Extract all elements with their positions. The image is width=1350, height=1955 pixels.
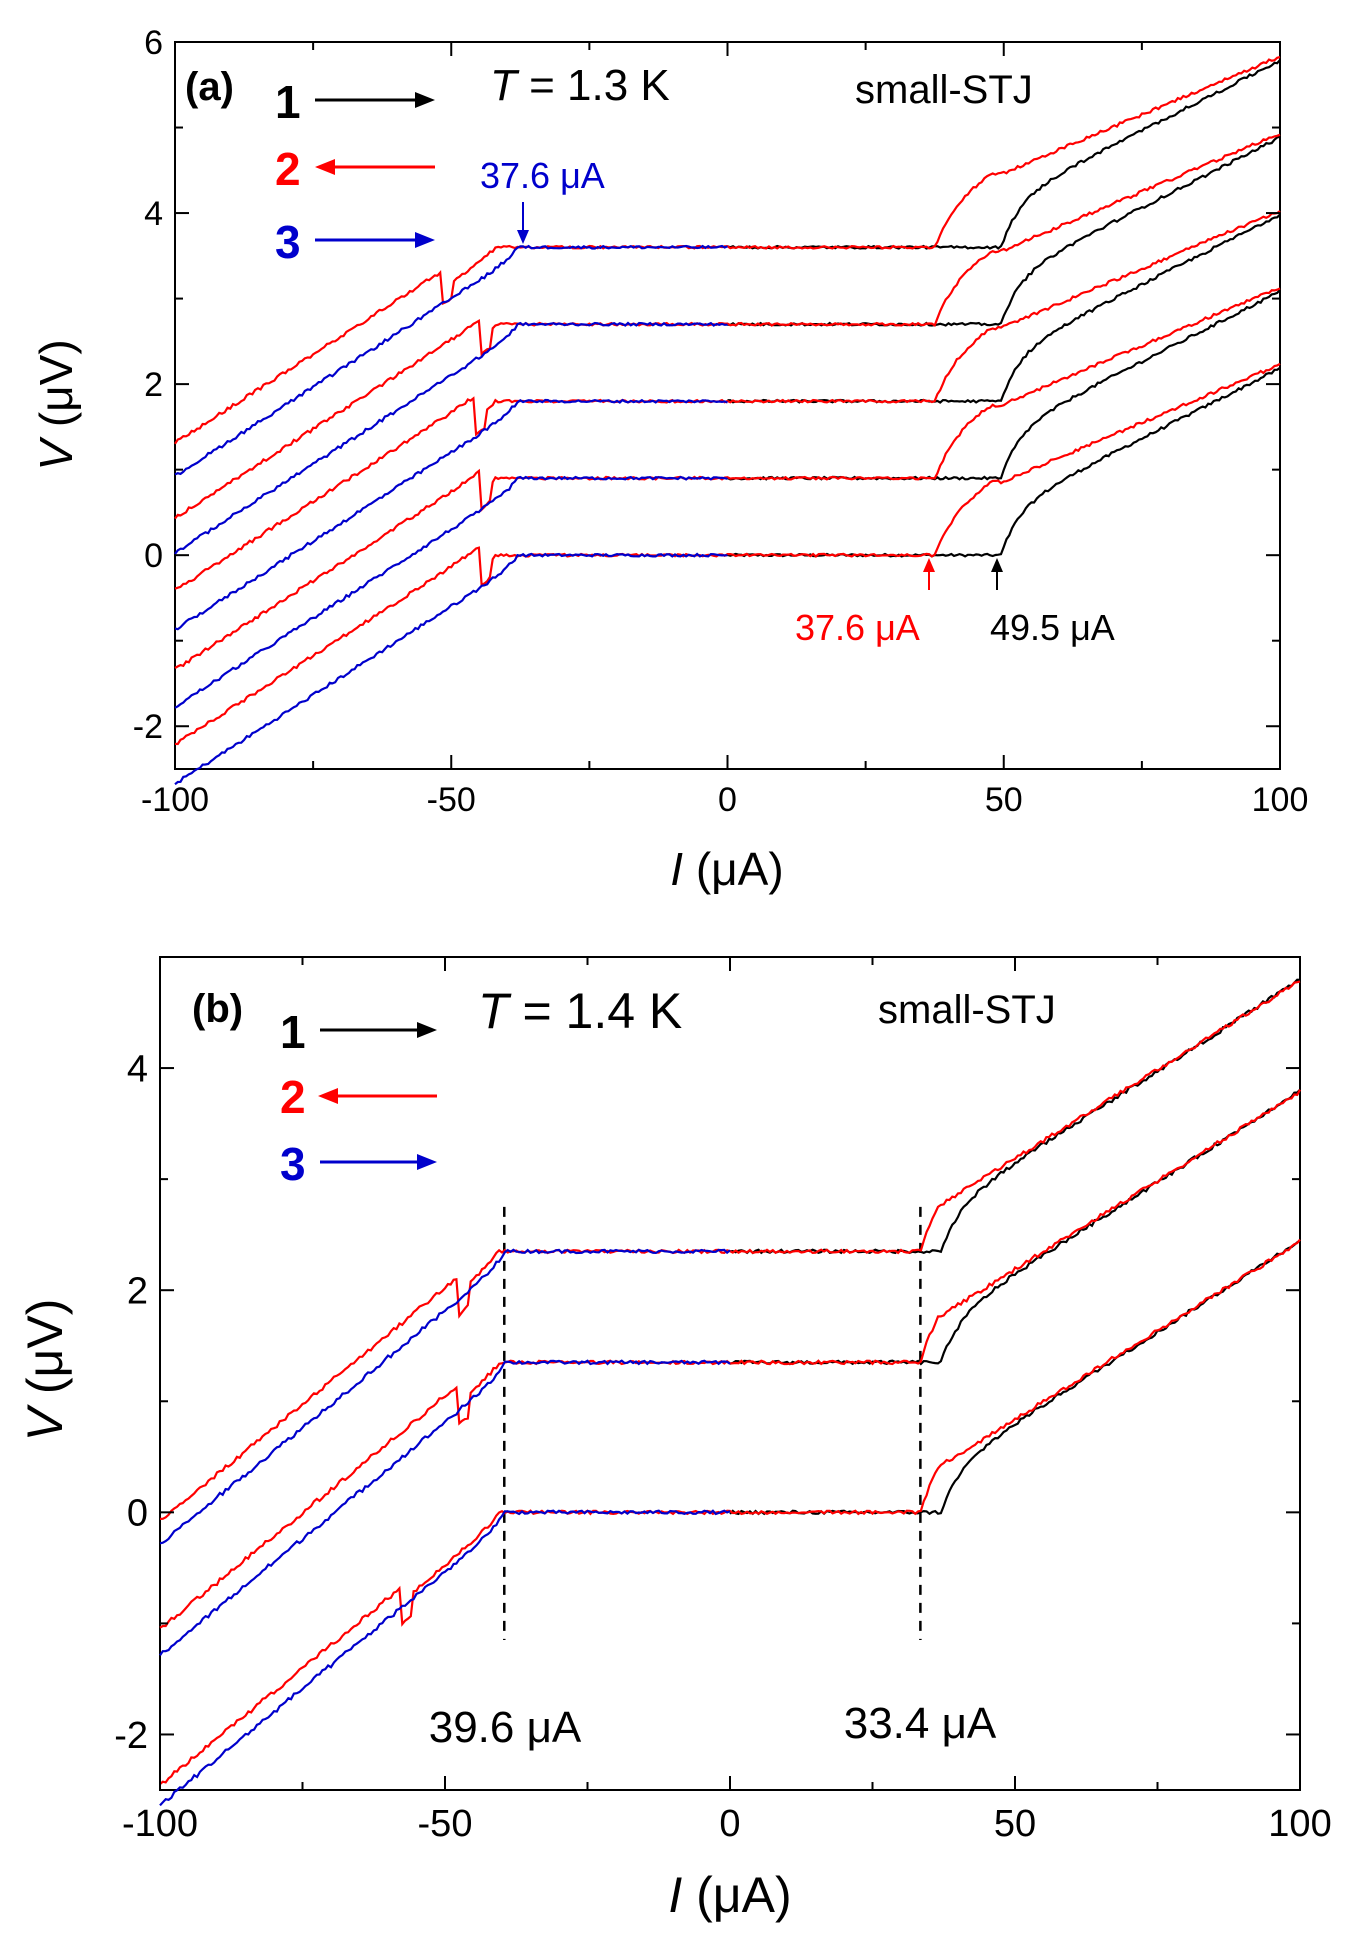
y-tick-label-a: 4 <box>144 195 163 233</box>
plot-frame-b <box>159 956 1301 1791</box>
y-axis-unit-a: (μV) <box>30 339 82 440</box>
y-tick-label-b: -2 <box>114 1715 148 1757</box>
series-2-curve-b <box>159 1089 1301 1629</box>
x-tick-label-a: 0 <box>718 781 737 819</box>
series-1-curve-b <box>729 1088 1301 1366</box>
right-arrow-icon <box>415 92 435 108</box>
left-arrow-icon <box>318 1088 338 1104</box>
series-2-curve-a <box>174 362 1281 746</box>
y-tick-label-a: 0 <box>144 537 163 575</box>
legend-item-3-a: 3 <box>275 216 301 268</box>
y-axis-label-b: V (μV) <box>17 1299 73 1442</box>
left-arrow-icon <box>315 159 335 175</box>
panel-b: -100 -50 0 50 100 -2 0 2 4 (b) T = 1.4 K small-S… <box>17 956 1332 1923</box>
y-tick-label-a: 2 <box>144 366 163 404</box>
series-3-curve-b <box>159 1359 731 1657</box>
series-3-curve-a <box>174 552 728 786</box>
x-axis-label-b: I (μA) <box>668 1867 791 1923</box>
x-tick-label-a: 100 <box>1252 781 1309 819</box>
title-b: T = 1.4 K <box>478 983 682 1039</box>
x-axis-unit-b: (μA) <box>682 1867 791 1923</box>
x-tick-label-b: -100 <box>122 1803 198 1845</box>
title-var-a: T <box>490 61 520 110</box>
x-axis-var-b: I <box>668 1867 682 1923</box>
series-2-curve-a <box>174 133 1281 520</box>
x-tick-label-a: -50 <box>427 781 476 819</box>
series-3-curve-a <box>174 321 728 555</box>
plot-frame-a <box>174 41 1281 770</box>
x-tick-label-a: 50 <box>985 781 1023 819</box>
x-tick-label-b: 50 <box>994 1803 1036 1845</box>
y-tick-label-b: 4 <box>127 1048 148 1090</box>
sample-label-b: small-STJ <box>878 988 1056 1032</box>
x-tick-label-b: -50 <box>418 1803 473 1845</box>
series-3-curve-b <box>159 1509 731 1807</box>
panel-a: -100 -50 0 50 100 -2 0 2 4 6 (a) T = 1.3 K small-… <box>30 24 1308 895</box>
series-1-curve-a <box>727 135 1281 327</box>
panel-label-b: (b) <box>192 987 243 1031</box>
y-axis-var-b: V <box>17 1403 73 1441</box>
y-tick-label-b: 0 <box>127 1493 148 1535</box>
title-rest-a: = 1.3 K <box>517 61 670 110</box>
series-2-curve-b <box>159 980 1301 1520</box>
series-2-curve-a <box>174 56 1281 445</box>
legend-a: 1 2 3 <box>275 76 435 268</box>
series-3-curve-a <box>174 398 728 631</box>
title-a: T = 1.3 K <box>490 61 670 110</box>
panel-label-a: (a) <box>185 65 234 109</box>
y-tick-label-a: 6 <box>144 24 163 62</box>
annotation-a-blue: 37.6 μA <box>480 155 605 196</box>
series-3-curve-a <box>174 475 728 709</box>
up-arrow-icon <box>991 558 1003 572</box>
series-2-curve-b <box>159 1238 1301 1786</box>
legend-item-2-b: 2 <box>280 1071 306 1123</box>
right-arrow-icon <box>415 232 435 248</box>
y-axis-unit-b: (μV) <box>17 1299 73 1408</box>
series-3-curve-a <box>174 244 728 476</box>
x-tick-label-b: 0 <box>719 1803 740 1845</box>
legend-item-3-b: 3 <box>280 1138 306 1190</box>
x-axis-var-a: I <box>670 843 683 895</box>
title-rest-b: = 1.4 K <box>509 983 683 1039</box>
y-tick-label-b: 2 <box>127 1271 148 1313</box>
x-tick-label-a: -100 <box>141 781 209 819</box>
annotation-a-red: 37.6 μA <box>795 607 920 648</box>
annotation-b-left: 39.6 μA <box>429 1703 582 1752</box>
x-axis-label-a: I (μA) <box>670 843 783 895</box>
series-1-curve-a <box>727 366 1281 558</box>
series-3-curve-b <box>159 1248 731 1545</box>
up-arrow-icon <box>923 558 935 572</box>
down-arrow-icon <box>517 230 529 244</box>
y-tick-label-a: -2 <box>133 708 163 746</box>
annotation-a-black: 49.5 μA <box>990 607 1115 648</box>
x-axis-unit-a: (μA) <box>683 843 784 895</box>
sample-label-a: small-STJ <box>855 68 1033 112</box>
legend-b: 1 2 3 <box>280 1006 437 1190</box>
right-arrow-icon <box>417 1022 437 1038</box>
series-2-curve-a <box>174 210 1281 590</box>
legend-item-1-a: 1 <box>275 76 301 128</box>
annotation-b-right: 33.4 μA <box>844 1699 997 1748</box>
right-arrow-icon <box>417 1154 437 1170</box>
title-var-b: T <box>478 983 512 1039</box>
y-axis-label-a: V (μV) <box>30 339 82 470</box>
series-1-curve-b <box>729 1239 1301 1516</box>
legend-item-1-b: 1 <box>280 1006 306 1058</box>
legend-item-2-a: 2 <box>275 143 301 195</box>
x-tick-label-b: 100 <box>1268 1803 1331 1845</box>
series-2-curve-a <box>174 287 1281 669</box>
y-axis-var-a: V <box>30 436 82 471</box>
